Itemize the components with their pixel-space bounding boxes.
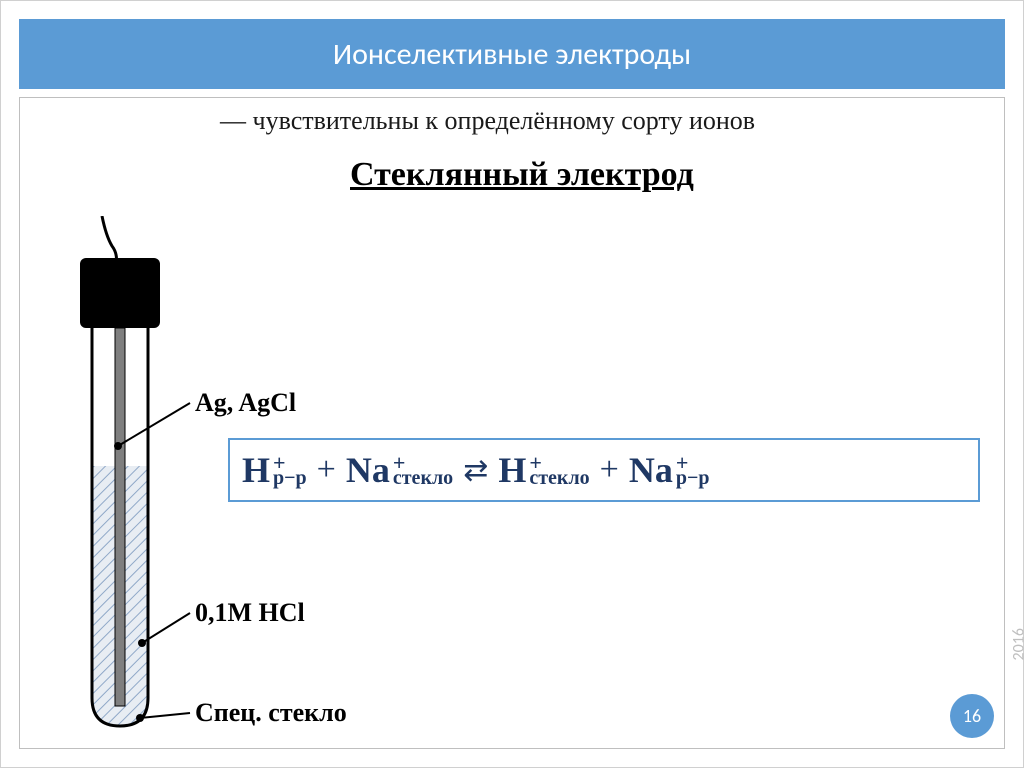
eq-term-1: H + p−p — [242, 449, 307, 491]
equation-box: H + p−p + Na + стекло ⇄ H + стекло — [228, 438, 980, 502]
eq-arrow: ⇄ — [463, 453, 488, 488]
cap — [80, 258, 160, 328]
label-ag-agcl: Ag, AgCl — [195, 388, 296, 418]
slide-title: Ионселективные электроды — [333, 36, 691, 73]
inner-rod — [115, 328, 125, 706]
label-glass: Спец. стекло — [195, 698, 347, 728]
slide: Ионселективные электроды — чувствительны… — [0, 0, 1024, 768]
eq-term-4: Na + p−p — [629, 449, 710, 491]
section-heading: Стеклянный электрод — [350, 156, 694, 194]
year-label: 2016 — [1009, 628, 1024, 660]
eq-t4-sub: p−p — [676, 471, 710, 485]
content-frame: — чувствительны к определённому сорту ио… — [19, 97, 1005, 749]
eq-term-3: H + стекло — [498, 449, 589, 491]
eq-t3-base: H — [498, 449, 526, 491]
page-number-badge: 16 — [950, 694, 994, 738]
label-hcl: 0,1M HCl — [195, 598, 305, 628]
eq-term-2: Na + стекло — [346, 449, 453, 491]
eq-t1-base: H — [242, 449, 270, 491]
subtitle: — чувствительны к определённому сорту ио… — [220, 106, 755, 136]
eq-t2-base: Na — [346, 449, 390, 491]
wire — [102, 216, 117, 264]
eq-t1-sub: p−p — [273, 471, 307, 485]
eq-plus-1: + — [317, 451, 336, 489]
eq-t2-sub: стекло — [393, 471, 453, 485]
eq-plus-2: + — [600, 451, 619, 489]
eq-t4-base: Na — [629, 449, 673, 491]
eq-t3-sub: стекло — [529, 471, 589, 485]
title-bar: Ионселективные электроды — [19, 19, 1005, 89]
electrode-diagram — [72, 216, 172, 736]
